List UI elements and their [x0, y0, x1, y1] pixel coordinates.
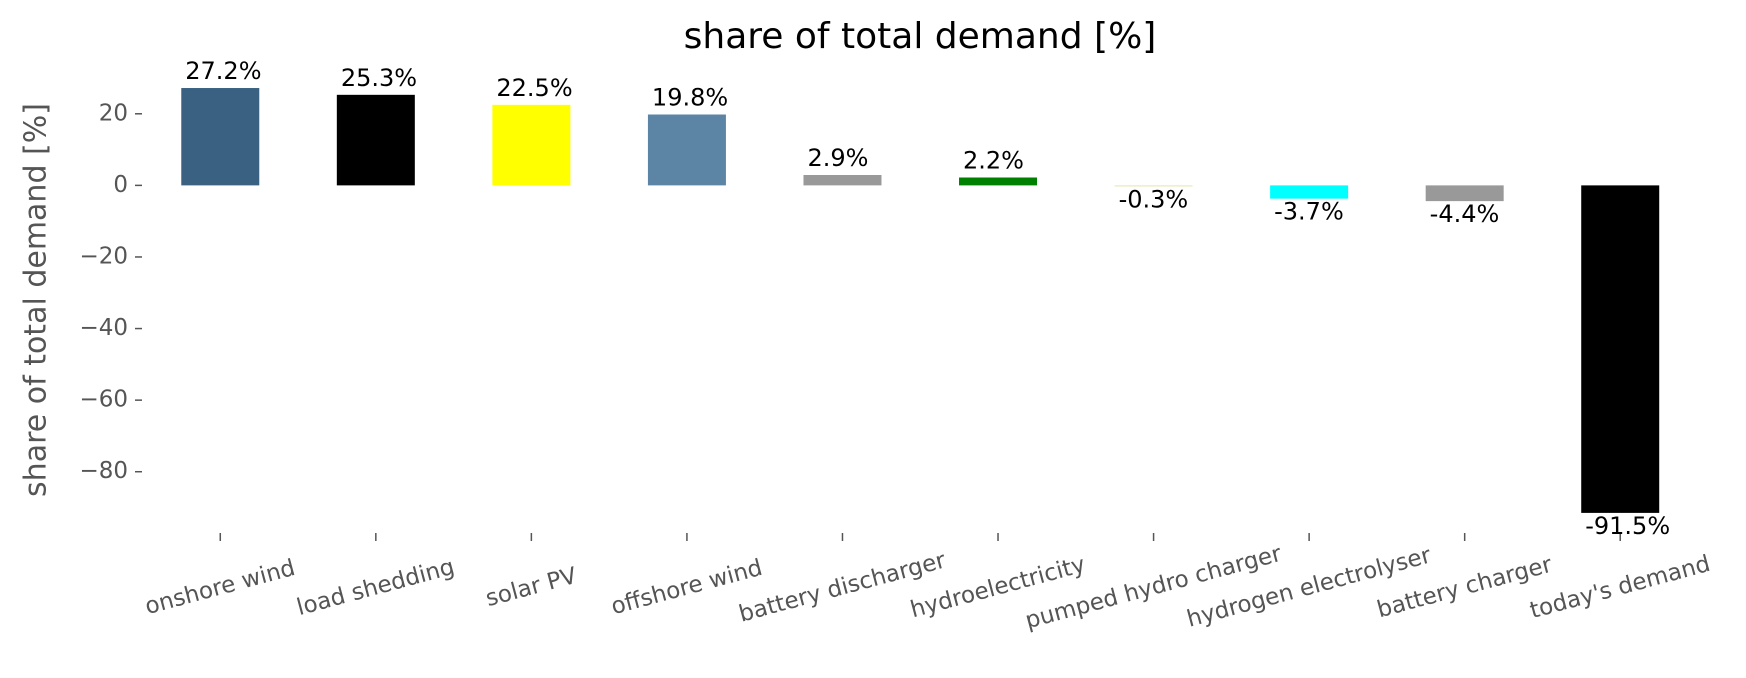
bar	[959, 177, 1038, 186]
y-tick-label: −20	[79, 243, 128, 269]
bar	[1425, 185, 1504, 202]
bar	[1581, 185, 1660, 513]
y-tick-label: −40	[79, 315, 128, 341]
x-tick-label: load shedding	[294, 554, 457, 621]
value-label: 27.2%	[185, 57, 261, 85]
value-label: 22.5%	[496, 74, 572, 102]
bar	[181, 88, 260, 186]
x-tick-label: pumped hydro charger	[1023, 541, 1285, 635]
value-label: 2.2%	[963, 147, 1024, 175]
value-label: -91.5%	[1585, 512, 1670, 540]
bar	[1270, 185, 1349, 199]
bar	[647, 114, 726, 186]
x-tick-label: today's demand	[1527, 551, 1713, 624]
value-label: 25.3%	[341, 64, 417, 92]
y-tick-label: 20	[99, 100, 128, 126]
bar	[336, 94, 415, 186]
bar	[492, 104, 571, 186]
value-label: -4.4%	[1430, 200, 1500, 228]
x-tick-label: onshore wind	[142, 555, 298, 620]
value-label: 19.8%	[652, 84, 728, 112]
bar	[1114, 185, 1193, 187]
x-tick-label: solar PV	[483, 563, 580, 612]
bar	[803, 175, 882, 186]
value-label: -3.7%	[1274, 198, 1344, 226]
y-tick-label: −60	[79, 387, 128, 413]
y-tick-label: 0	[113, 172, 128, 198]
y-tick-label: −80	[79, 458, 128, 484]
chart-title: share of total demand [%]	[684, 16, 1157, 57]
y-axis-label: share of total demand [%]	[19, 103, 54, 497]
value-label: -0.3%	[1119, 185, 1189, 213]
value-label: 2.9%	[807, 144, 868, 172]
